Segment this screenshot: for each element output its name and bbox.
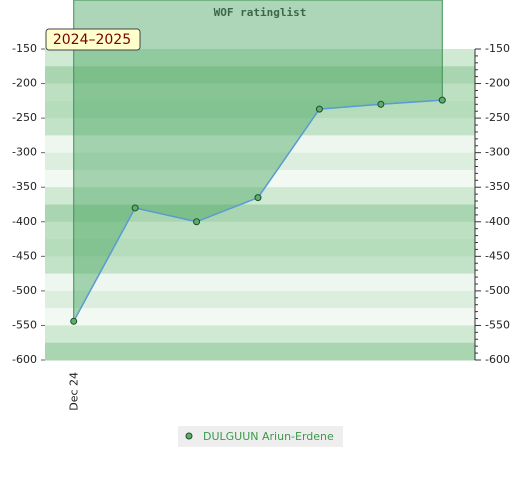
legend-box bbox=[178, 426, 343, 447]
point bbox=[438, 96, 446, 104]
band bbox=[45, 66, 475, 85]
y2-tick-label: -150 bbox=[485, 42, 510, 55]
band bbox=[45, 49, 475, 67]
y2-tick-label: -400 bbox=[485, 215, 510, 228]
band bbox=[45, 256, 475, 275]
annotation-box bbox=[45, 28, 141, 51]
legend: DULGUUN Ariun-Erdene bbox=[178, 426, 343, 447]
x-tick-label: Dec 24 bbox=[68, 372, 81, 411]
band bbox=[45, 221, 475, 240]
y-tick-label: -600 bbox=[12, 353, 37, 366]
band bbox=[45, 290, 475, 309]
y-tick-label: -550 bbox=[12, 318, 37, 331]
y2-tick-label: -550 bbox=[485, 318, 510, 331]
y-tick-label: -450 bbox=[12, 249, 37, 262]
y2-tick-label: -350 bbox=[485, 180, 510, 193]
y2-tick-label: -300 bbox=[485, 146, 510, 159]
y-tick-label: -150 bbox=[12, 42, 37, 55]
y-tick-label: -200 bbox=[12, 77, 37, 90]
band bbox=[45, 239, 475, 257]
y2-tick-label: -500 bbox=[485, 284, 510, 297]
y-tick-label: -500 bbox=[12, 284, 37, 297]
y2-tick-label: -250 bbox=[485, 111, 510, 124]
point bbox=[131, 204, 139, 212]
legend-label: DULGUUN Ariun-Erdene bbox=[203, 430, 334, 443]
y2-tick-label: -600 bbox=[485, 353, 510, 366]
band bbox=[45, 325, 475, 344]
band bbox=[45, 83, 475, 102]
band bbox=[45, 273, 475, 292]
legend-marker bbox=[185, 432, 193, 440]
y-tick-label: -350 bbox=[12, 180, 37, 193]
band bbox=[45, 308, 475, 326]
point bbox=[193, 218, 201, 226]
band bbox=[45, 204, 475, 223]
band bbox=[45, 135, 475, 154]
y2-tick-label: -450 bbox=[485, 249, 510, 262]
point bbox=[315, 105, 323, 113]
y-tick-label: -250 bbox=[12, 111, 37, 124]
point bbox=[254, 194, 262, 202]
band bbox=[45, 342, 475, 361]
y-tick-label: -300 bbox=[12, 146, 37, 159]
annotation: 2024–2025 bbox=[53, 32, 131, 48]
band bbox=[45, 152, 475, 171]
band bbox=[45, 118, 475, 136]
band bbox=[45, 169, 475, 188]
point bbox=[377, 100, 385, 108]
point bbox=[70, 317, 78, 325]
chart-title: WOF ratinglist bbox=[214, 6, 307, 19]
y-tick-label: -400 bbox=[12, 215, 37, 228]
y2-tick-label: -200 bbox=[485, 77, 510, 90]
